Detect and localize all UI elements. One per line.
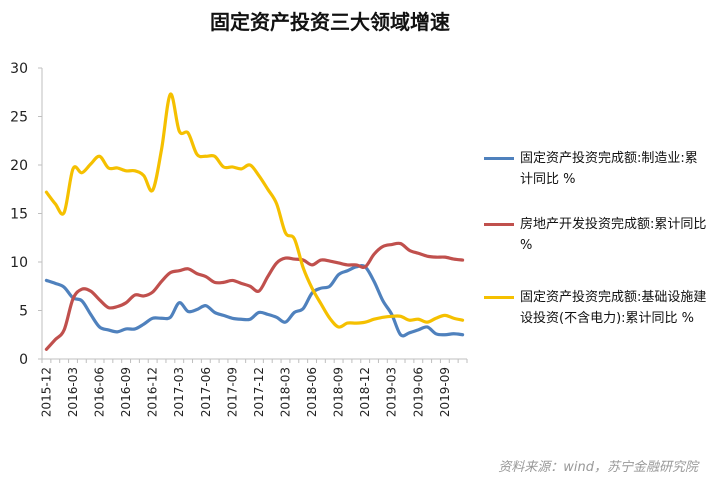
series-line-infrastructure [44,92,465,329]
x-tick-label: 2019-03 [385,367,399,417]
y-tick-label: 15 [10,207,28,223]
chart-axes: 0 5 10 15 20 25 30 2015-12 2016-03 2016-06 2016-09… [10,61,468,417]
legend-label-infrastructure: 固定资产投资完成额:基础设施建设投资(不含电力):累计同比 % [520,290,707,326]
y-tick-label: 0 [19,352,28,368]
y-tick-label: 5 [19,304,28,320]
series-layer [44,92,465,351]
legend-label-manufacturing: 固定资产投资完成额:制造业:累计同比 % [520,151,698,187]
source-note: 资料来源：wind，苏宁金融研究院 [498,460,698,475]
legend-swatch-real-estate [484,223,514,226]
x-tick-label: 2019-06 [411,367,425,417]
x-tick-label: 2017-09 [225,367,239,417]
series-line-manufacturing [44,264,465,338]
x-tick-label: 2019-09 [438,367,452,417]
x-tick-label: 2017-03 [172,367,186,417]
legend-swatch-manufacturing [484,157,514,160]
x-tick-label: 2018-06 [305,367,319,417]
x-tick-label: 2015-12 [39,367,53,417]
x-tick-label: 2018-03 [278,367,292,417]
x-tick-label: 2016-09 [119,367,133,417]
x-tick-label: 2018-09 [332,367,346,417]
x-tick-label: 2017-06 [199,367,213,417]
y-tick-label: 25 [10,110,28,126]
legend-swatch-infrastructure [484,296,514,299]
x-tick-label: 2016-03 [66,367,80,417]
chart-title: 固定资产投资三大领域增速 [210,10,450,34]
legend-label-real-estate: 房地产开发投资完成额:累计同比 % [520,217,707,253]
x-tick-label: 2017-12 [252,367,266,417]
y-tick-label: 10 [10,255,28,271]
x-tick-label: 2016-06 [93,367,107,417]
y-tick-label: 20 [10,158,28,174]
y-tick-label: 30 [10,61,28,77]
x-tick-label: 2018-12 [358,367,372,417]
x-tick-label: 2016-12 [146,367,160,417]
series-line-real-estate [44,241,465,351]
